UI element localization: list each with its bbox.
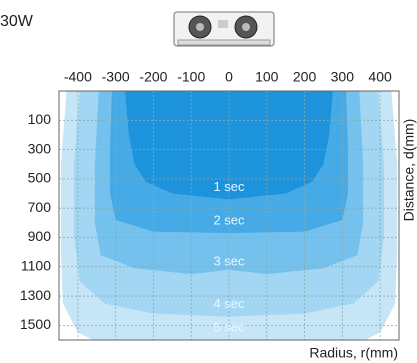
zone-label: 1 sec <box>213 179 245 194</box>
zone-label: 2 sec <box>213 213 245 228</box>
x-tick-label: 400 <box>368 69 392 85</box>
zone-label: 4 sec <box>213 296 245 311</box>
plot-frame <box>58 90 400 341</box>
x-tick-label: 200 <box>293 69 317 85</box>
zone-left <box>125 91 229 200</box>
y-tick-label: 700 <box>28 199 52 215</box>
y-axis-label: Distance, d(mm) <box>401 119 417 222</box>
x-tick-label: -300 <box>102 69 130 85</box>
x-tick-label: 0 <box>225 69 233 85</box>
y-tick-label: 300 <box>28 140 52 156</box>
zone-label: 5 sec <box>213 319 245 334</box>
chart-title: 30W <box>0 13 34 30</box>
x-tick-label: 300 <box>331 69 355 85</box>
y-tick-label: 1500 <box>20 316 51 332</box>
y-tick-label: 1300 <box>20 287 51 303</box>
y-tick-label: 1100 <box>21 257 51 273</box>
heater-icon <box>173 11 275 47</box>
x-tick-label: -100 <box>177 69 205 85</box>
x-tick-label: -200 <box>139 69 167 85</box>
zone-right <box>229 91 333 200</box>
zone-label: 3 sec <box>213 254 245 269</box>
x-tick-label: -400 <box>64 69 92 85</box>
y-tick-label: 100 <box>28 111 52 127</box>
x-tick-label: 100 <box>255 69 279 85</box>
y-tick-label: 500 <box>28 170 52 186</box>
y-tick-label: 900 <box>28 228 52 244</box>
x-axis-label: Radius, r(mm) <box>309 345 398 361</box>
